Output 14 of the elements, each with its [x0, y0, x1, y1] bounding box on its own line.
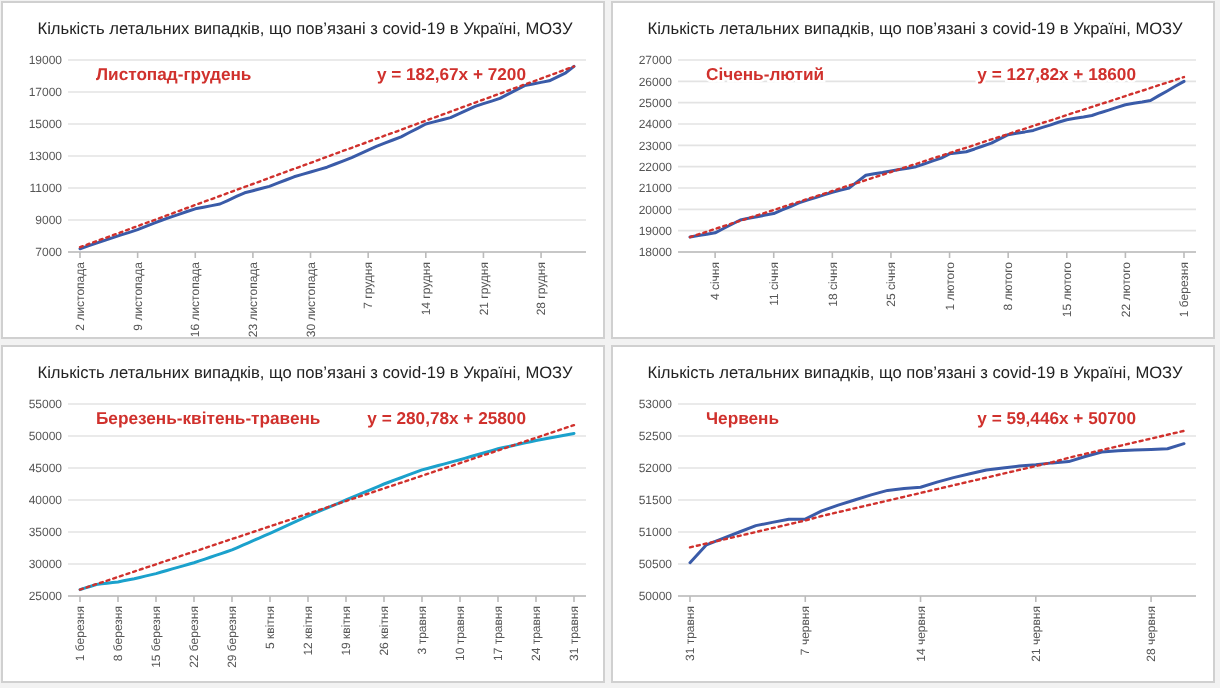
annotation: y = 127,82x + 18600	[977, 64, 1137, 84]
line-series	[688, 442, 1186, 565]
chart-title: Кількість летальних випадків, що пов’язані з covid-19 в Україні, МОЗУ	[37, 362, 574, 382]
annotation: Листопад-грудень	[96, 64, 252, 84]
chart-title: Кількість летальних випадків, що пов’язані з covid-19 в Україні, МОЗУ	[647, 362, 1184, 382]
annotation: y = 182,67x + 7200	[376, 64, 527, 84]
annotation: Січень-лютий	[706, 64, 825, 84]
annotation: Червень	[706, 408, 779, 428]
annotation: y = 280,78x + 25800	[367, 408, 527, 428]
chart-title: Кількість летальних випадків, що пов’язані з covid-19 в Україні, МОЗУ	[37, 18, 574, 38]
annotation: y = 59,446x + 50700	[977, 408, 1137, 428]
annotation: Березень-квітень-травень	[96, 408, 321, 428]
chart-title: Кількість летальних випадків, що пов’язані з covid-19 в Україні, МОЗУ	[647, 18, 1184, 38]
line-series	[688, 429, 1186, 549]
